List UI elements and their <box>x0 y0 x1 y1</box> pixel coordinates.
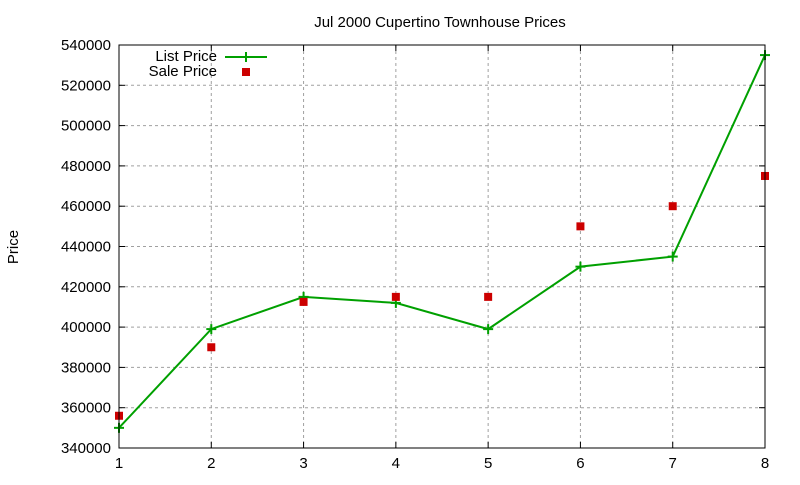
x-tick-label: 8 <box>761 455 769 472</box>
y-tick-label: 520000 <box>61 77 111 94</box>
legend-line-list-price-icon <box>225 52 267 62</box>
x-tick-label: 2 <box>207 455 215 472</box>
y-tick-label: 540000 <box>61 37 111 54</box>
series-sale-price <box>115 171 769 420</box>
square-marker-icon <box>299 297 308 306</box>
y-tick-label: 500000 <box>61 118 111 135</box>
y-tick-label: 380000 <box>61 359 111 376</box>
y-axis-ticks: 340000 360000 380000 400000 420000 440000 4600… <box>61 37 765 457</box>
square-marker-icon <box>391 292 400 301</box>
grid-lines <box>119 45 765 448</box>
x-tick-label: 4 <box>392 455 400 472</box>
legend-label-list-price: List Price <box>155 48 217 65</box>
data-series <box>114 50 770 433</box>
y-axis-label: Price <box>5 230 22 264</box>
square-marker-icon <box>576 222 585 231</box>
x-tick-label: 7 <box>669 455 677 472</box>
chart-title: Jul 2000 Cupertino Townhouse Prices <box>314 14 566 31</box>
square-marker-icon <box>668 202 677 211</box>
plot-frame <box>118 44 766 449</box>
y-tick-label: 480000 <box>61 158 111 175</box>
square-marker-icon <box>484 292 493 301</box>
x-tick-label: 3 <box>299 455 307 472</box>
legend-square-sale-price-icon <box>242 68 250 76</box>
y-tick-label: 440000 <box>61 239 111 256</box>
x-tick-label: 6 <box>576 455 584 472</box>
x-tick-label: 1 <box>115 455 123 472</box>
y-tick-label: 420000 <box>61 279 111 296</box>
legend-label-sale-price: Sale Price <box>149 63 217 80</box>
x-tick-label: 5 <box>484 455 492 472</box>
y-tick-label: 460000 <box>61 198 111 215</box>
y-tick-label: 340000 <box>61 440 111 457</box>
y-tick-label: 400000 <box>61 319 111 336</box>
series-list-price <box>114 50 770 433</box>
y-tick-label: 360000 <box>61 400 111 417</box>
square-marker-icon <box>207 343 216 352</box>
legend: List Price Sale Price <box>149 48 267 80</box>
